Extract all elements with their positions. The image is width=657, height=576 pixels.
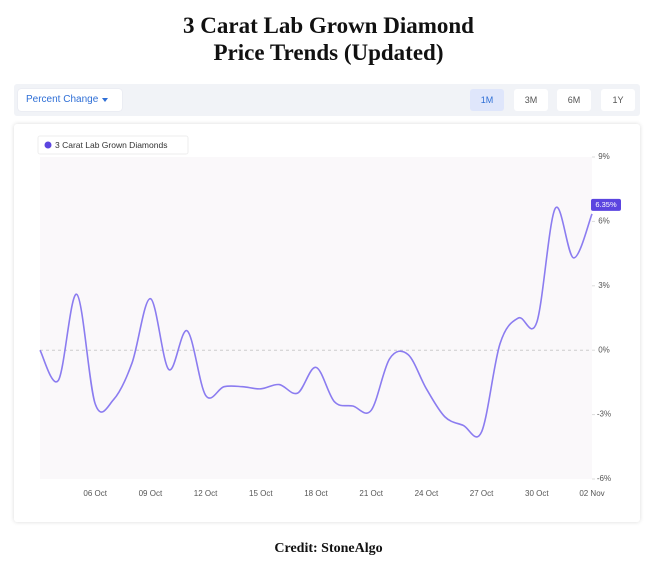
y-tick-label: -6% — [597, 474, 611, 483]
y-tick-label: 0% — [598, 345, 610, 354]
x-tick-label: 27 Oct — [470, 489, 494, 498]
toolbar: Percent Change 1M 3M 6M 1Y — [14, 84, 640, 116]
title-line: Price Trends (Updated) — [213, 40, 444, 65]
value-label-box — [591, 198, 621, 211]
y-tick-label: -3% — [597, 410, 611, 419]
x-tick-label: 02 Nov — [579, 489, 604, 498]
plot-area — [40, 157, 592, 479]
x-tick-label: 06 Oct — [83, 489, 107, 498]
x-tick-label: 21 Oct — [359, 489, 383, 498]
y-tick-label: 3% — [598, 281, 610, 290]
title-line: 3 Carat Lab Grown Diamond — [183, 13, 474, 38]
x-tick-label: 24 Oct — [415, 489, 439, 498]
legend-label: 3 Carat Lab Grown Diamonds — [55, 140, 167, 150]
range-button[interactable]: 1M — [470, 89, 504, 111]
x-tick-label: 15 Oct — [249, 489, 273, 498]
range-button[interactable]: 6M — [557, 89, 591, 111]
legend-marker — [44, 141, 52, 149]
x-tick-label: 30 Oct — [525, 489, 549, 498]
credit: Credit: StoneAlgo — [274, 541, 383, 556]
metric-dropdown[interactable]: Percent Change — [18, 89, 122, 111]
range-button[interactable]: 1Y — [601, 89, 635, 111]
x-tick-label: 12 Oct — [194, 489, 218, 498]
x-tick-label: 09 Oct — [139, 489, 163, 498]
series-line — [39, 206, 593, 438]
y-tick-label: 6% — [598, 217, 610, 226]
title: 3 Carat Lab Grown Diamond Price Trends (U… — [0, 12, 657, 66]
x-tick-label: 18 Oct — [304, 489, 328, 498]
range-button[interactable]: 3M — [514, 89, 548, 111]
value-label: 6.35% — [595, 200, 617, 209]
legend: 3 Carat Lab Grown Diamonds — [37, 135, 189, 155]
legend-box — [37, 135, 189, 155]
y-tick-label: 9% — [598, 152, 610, 161]
